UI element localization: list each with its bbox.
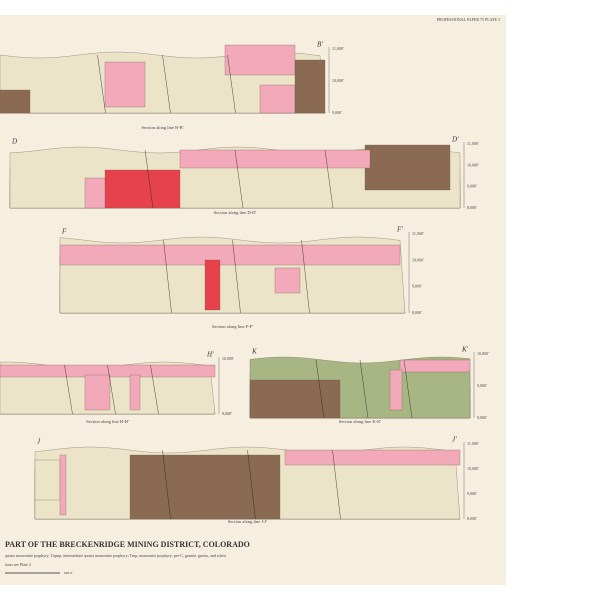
section-end-label: F' bbox=[396, 226, 403, 234]
elevation-label: 8,000' bbox=[412, 310, 422, 316]
elevation-label: 9,000' bbox=[222, 411, 232, 417]
fault-line bbox=[97, 54, 106, 114]
rock-body bbox=[0, 89, 31, 114]
elevation-label: 11,000' bbox=[332, 46, 344, 52]
rock-body bbox=[364, 144, 451, 191]
elevation-label: 10,000' bbox=[467, 162, 479, 168]
plate-label: PROFESSIONAL PAPER 75 PLATE 3 bbox=[437, 17, 500, 22]
fault-line bbox=[332, 449, 341, 520]
elevation-label: 9,000' bbox=[467, 184, 477, 190]
cross-section: 10,000' 9,000' 8,000' Section along line K-… bbox=[249, 346, 489, 424]
rock-body bbox=[84, 374, 111, 411]
fault-line bbox=[403, 359, 413, 419]
section-caption: Section along line J-J' bbox=[228, 519, 268, 524]
cross-section: 11,000' 10,000' 9,000' 8,000' Section along … bbox=[59, 226, 424, 329]
section-end-label: H' bbox=[206, 351, 214, 359]
elevation-label: 10,000' bbox=[467, 466, 479, 472]
fault-line bbox=[64, 364, 73, 415]
elevation-label: 8,000' bbox=[467, 516, 477, 522]
map-title: PART OF THE BRECKENRIDGE MINING DISTRICT… bbox=[5, 540, 250, 549]
rock-body bbox=[104, 169, 181, 209]
rock-body bbox=[259, 84, 296, 114]
legend-text: quartz monzonite porphyry; Tiqmp, interm… bbox=[5, 553, 227, 559]
rock-body bbox=[389, 369, 403, 411]
scale-label: MILE bbox=[64, 571, 73, 575]
fault-line bbox=[163, 239, 172, 314]
section-caption: Section along line K-K' bbox=[339, 419, 382, 424]
rock-body bbox=[34, 459, 61, 501]
section-end-label: K bbox=[251, 348, 257, 356]
fault-line bbox=[227, 54, 236, 114]
fault-line bbox=[301, 239, 310, 314]
elevation-label: 9,000' bbox=[332, 110, 342, 116]
sections: 11,000' 10,000' 9,000' Section along line B… bbox=[0, 41, 489, 524]
rock-body bbox=[399, 359, 471, 373]
fault-line bbox=[162, 54, 171, 114]
rock-body bbox=[59, 454, 67, 516]
fault-line bbox=[150, 364, 159, 415]
section-end-label: J bbox=[37, 438, 41, 446]
elevation-label: 10,000' bbox=[222, 356, 234, 362]
rock-body bbox=[249, 379, 341, 419]
elevation-label: 11,000' bbox=[467, 141, 479, 147]
elevation-label: 9,000' bbox=[477, 383, 487, 389]
elevation-label: 9,000' bbox=[467, 491, 477, 497]
cross-section: 11,000' 10,000' 9,000' 8,000' Section along … bbox=[34, 436, 479, 524]
cross-section: 11,000' 10,000' 9,000' 8,000' Section along … bbox=[9, 136, 479, 215]
legend-note: tions see Plate 2 bbox=[5, 562, 31, 567]
elevation-label: 10,000' bbox=[412, 257, 424, 263]
rock-body bbox=[84, 177, 106, 209]
rock-body bbox=[59, 244, 401, 266]
section-caption: Section along line F-F' bbox=[212, 324, 253, 329]
fault-line bbox=[107, 364, 116, 415]
section-caption: Section along line D-D' bbox=[214, 210, 257, 215]
section-end-label: D' bbox=[451, 136, 459, 144]
rock-body bbox=[204, 259, 221, 311]
fault-line bbox=[232, 239, 241, 314]
elevation-label: 8,000' bbox=[477, 415, 487, 421]
elevation-label: 9,000' bbox=[412, 284, 422, 290]
fault-line bbox=[359, 359, 369, 419]
rock-body bbox=[274, 267, 301, 294]
cross-section: 10,000' 9,000' Section along line H-H' H' bbox=[0, 351, 234, 424]
elevation-label: 10,000' bbox=[332, 78, 344, 84]
rock-body bbox=[294, 59, 326, 114]
rock-body bbox=[224, 44, 296, 76]
elevation-label: 8,000' bbox=[467, 205, 477, 211]
section-end-label: K' bbox=[461, 346, 469, 354]
rock-body bbox=[129, 454, 281, 520]
fault-line bbox=[162, 449, 171, 520]
fault-line bbox=[234, 149, 244, 209]
fault-line bbox=[144, 149, 154, 209]
fault-line bbox=[247, 449, 256, 520]
section-caption: Section along line H-H' bbox=[86, 419, 129, 424]
section-end-label: B' bbox=[317, 41, 323, 49]
elevation-label: 10,000' bbox=[477, 351, 489, 357]
elevation-label: 11,000' bbox=[467, 441, 479, 447]
section-caption: Section along line B-B' bbox=[142, 125, 184, 130]
section-end-label: J' bbox=[452, 436, 457, 444]
rock-body bbox=[179, 149, 371, 169]
section-end-label: F bbox=[61, 228, 67, 236]
cross-section: 11,000' 10,000' 9,000' Section along line B… bbox=[0, 41, 344, 130]
fault-line bbox=[324, 149, 334, 209]
rock-body bbox=[104, 61, 146, 108]
rock-body bbox=[129, 374, 141, 411]
fault-line bbox=[315, 359, 325, 419]
rock-body bbox=[284, 449, 461, 466]
elevation-label: 11,000' bbox=[412, 231, 424, 237]
section-end-label: D bbox=[11, 138, 17, 146]
